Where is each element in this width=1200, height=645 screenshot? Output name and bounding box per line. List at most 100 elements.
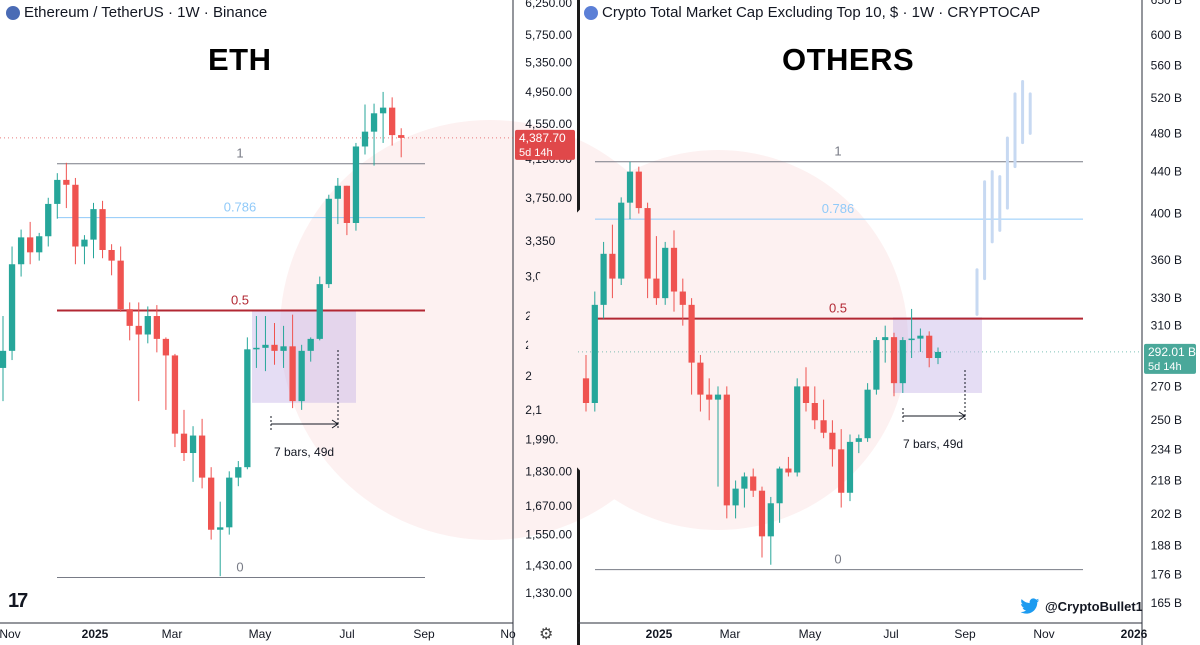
eth-symbol-text: Ethereum / TetherUS · 1W · Binance [24, 4, 268, 21]
candle-body [289, 346, 296, 402]
others-chart-title: OTHERS [782, 42, 915, 77]
candle-body [226, 477, 233, 528]
candle-body [17, 237, 25, 265]
eth-candlestick-chart[interactable]: 6,250.00 5,750.00 5,350.00 4,950.00 4,550.00… [0, 0, 700, 645]
candle-body [398, 135, 405, 138]
candle-body [298, 350, 305, 402]
candle-body [926, 335, 933, 359]
candle-body [829, 432, 836, 450]
others-candlestick-chart[interactable]: 650 B 600 B 560 B 520 B 480 B 440 B 400 B 360 B… [528, 0, 1200, 645]
candle-body [908, 338, 915, 341]
x-axis-tick-label: Mar [162, 627, 183, 641]
candle-body [36, 236, 43, 253]
tradingview-logo: 17 [8, 590, 28, 612]
y-axis-tick-label: 250 B [1151, 413, 1182, 427]
candle-body [244, 349, 251, 468]
x-axis-tick-label: May [799, 627, 822, 641]
candle-body [873, 340, 880, 390]
candle-body [785, 468, 792, 473]
candle-body [591, 304, 598, 403]
candle-body [732, 488, 739, 506]
candle-body [307, 338, 314, 351]
candle-body [72, 184, 79, 247]
fib-level-label: 0.5 [231, 293, 249, 308]
candle-body [389, 107, 396, 136]
y-axis-tick-label: 650 B [1151, 0, 1182, 7]
candle-body [635, 171, 642, 209]
last-price-label: 4,387.70 [519, 131, 566, 145]
candle-body [352, 146, 360, 223]
bars-range-label: 7 bars, 49d [903, 437, 963, 451]
y-axis-tick-label: 218 B [1151, 473, 1182, 487]
others-chart-header[interactable]: Crypto Total Market Cap Excluding Top 10… [584, 4, 1040, 21]
fib-level-label: 0 [834, 552, 841, 567]
candle-body [917, 335, 924, 339]
candle-body [838, 449, 845, 493]
candle-body [171, 355, 179, 434]
candle-body [8, 264, 16, 351]
y-axis-tick-label: 480 B [1151, 126, 1182, 140]
candle-body [379, 107, 387, 114]
y-axis-tick-label: 5,750.00 [525, 28, 572, 42]
candle-body [776, 468, 783, 504]
fib-level-label: 1 [236, 146, 243, 161]
candle-body [208, 477, 215, 530]
candle-body [180, 433, 188, 454]
candle-body [81, 239, 88, 247]
candle-body [334, 185, 341, 199]
settings-gear-icon[interactable]: ⚙ [539, 626, 554, 643]
fib-level-label: 0 [236, 560, 243, 575]
candle-body [135, 325, 142, 335]
eth-chart-header[interactable]: Ethereum / TetherUS · 1W · Binance [6, 4, 267, 21]
candle-body [794, 386, 801, 473]
candle-body [741, 476, 748, 489]
x-axis-tick-label: Sep [413, 627, 435, 641]
candle-body [890, 337, 898, 384]
candle-body [846, 441, 854, 493]
candle-body [679, 291, 686, 305]
candle-body [144, 316, 151, 335]
y-axis-tick-label: 310 B [1151, 319, 1182, 333]
candle-body [0, 350, 7, 368]
y-axis-tick-label: 520 B [1151, 91, 1182, 105]
candle-body [235, 467, 242, 478]
y-axis-tick-label: 440 B [1151, 165, 1182, 179]
candle-body [670, 247, 678, 292]
candle-body [882, 337, 889, 341]
candle-body [600, 253, 607, 305]
x-axis-tick-label: Jul [883, 627, 898, 641]
candle-body [117, 260, 124, 310]
candle-body [162, 338, 170, 356]
fib-level-label: 0.5 [829, 301, 847, 316]
x-axis-tick-label: Jul [339, 627, 354, 641]
candle-body [343, 185, 351, 223]
candle-body [253, 347, 260, 350]
fib-level-label: 0.786 [224, 200, 257, 215]
others-symbol-text: Crypto Total Market Cap Excluding Top 10… [602, 4, 1041, 21]
y-axis-tick-label: 600 B [1151, 28, 1182, 42]
x-axis-tick-label: No [500, 627, 516, 641]
candle-body [198, 435, 206, 478]
x-axis-tick-label: May [249, 627, 272, 641]
twitter-handle[interactable]: @CryptoBullet1 [1020, 598, 1143, 615]
candle-body [325, 198, 332, 285]
candle-body [280, 346, 287, 351]
candle-body [706, 394, 713, 400]
candle-body [688, 304, 695, 363]
candle-body [63, 179, 70, 185]
y-axis-tick-label: 400 B [1151, 207, 1182, 221]
candle-body [750, 476, 757, 491]
candle-body [811, 402, 818, 421]
y-axis-tick-label: 202 B [1151, 507, 1182, 521]
candle-body [697, 362, 704, 395]
candle-body [271, 344, 278, 351]
x-axis-tick-label: 2026 [1121, 627, 1148, 641]
y-axis-tick-label: 6,250.00 [525, 0, 572, 10]
last-price-badge [1144, 343, 1196, 374]
candle-body [723, 394, 730, 506]
candle-body [934, 351, 942, 359]
candle-body [153, 316, 160, 339]
last-price-badge [515, 129, 575, 160]
y-axis-tick-label: 360 B [1151, 253, 1182, 267]
countdown-label: 5d 14h [519, 147, 553, 159]
